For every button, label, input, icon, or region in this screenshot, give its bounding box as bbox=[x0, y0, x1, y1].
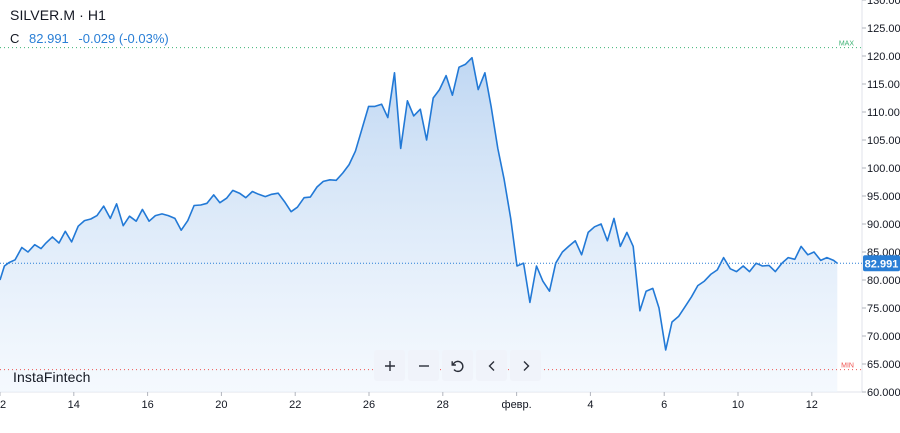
ohlc-row: C 82.991 -0.029 (-0.03%) bbox=[10, 31, 169, 46]
x-tick-label: 10 bbox=[732, 399, 744, 411]
chart-navigation-toolbar bbox=[374, 350, 541, 382]
y-tick-label: 90.000 bbox=[867, 219, 900, 231]
y-tick-label: 100.000 bbox=[867, 163, 900, 175]
symbol-title: SILVER.M · H1 bbox=[10, 7, 106, 23]
y-tick-label: 105.000 bbox=[867, 135, 900, 147]
y-tick-label: 120.000 bbox=[867, 51, 900, 63]
price-area bbox=[0, 57, 838, 392]
reset-icon bbox=[451, 360, 463, 372]
chevron-left-icon bbox=[488, 360, 494, 371]
change-value: -0.029 (-0.03%) bbox=[78, 31, 169, 46]
price-line bbox=[0, 56, 838, 351]
x-tick-label: 12 bbox=[806, 399, 818, 411]
y-tick-label: 80.000 bbox=[867, 275, 900, 287]
last-price-badge bbox=[863, 255, 900, 272]
x-tick-label: февр. bbox=[502, 399, 532, 411]
x-tick-label: 6 bbox=[661, 399, 667, 411]
y-tick-label: 125.000 bbox=[867, 23, 900, 35]
x-tick-label: 22 bbox=[289, 399, 301, 411]
min-label: MIN bbox=[841, 363, 854, 370]
x-tick-label: 16 bbox=[141, 399, 153, 411]
x-tick-label: 26 bbox=[363, 399, 375, 411]
y-tick-label: 115.000 bbox=[867, 79, 900, 91]
close-label: C bbox=[10, 31, 20, 46]
y-tick-label: 60.000 bbox=[867, 387, 900, 399]
zoom-in-button[interactable] bbox=[374, 350, 405, 381]
max-label: MAX bbox=[839, 41, 855, 48]
chart-legend: SILVER.M · H1 C 82.991 -0.029 (-0.03%) bbox=[10, 7, 169, 46]
x-tick-label: 14 bbox=[68, 399, 80, 411]
chevron-right-icon bbox=[523, 360, 529, 371]
y-tick-label: 110.000 bbox=[867, 107, 900, 119]
y-tick-label: 95.000 bbox=[867, 191, 900, 203]
zoom-out-button[interactable] bbox=[408, 350, 439, 381]
plus-icon bbox=[384, 360, 395, 371]
y-tick-label: 70.000 bbox=[867, 331, 900, 343]
x-tick-label: 20 bbox=[215, 399, 227, 411]
reset-button[interactable] bbox=[442, 350, 473, 381]
y-tick-label: 130.000 bbox=[867, 0, 900, 7]
scroll-left-button[interactable] bbox=[476, 350, 507, 381]
y-tick-label: 75.000 bbox=[867, 303, 900, 315]
scroll-right-button[interactable] bbox=[510, 350, 541, 381]
y-tick-label: 65.000 bbox=[867, 359, 900, 371]
x-tick-label: 12 bbox=[0, 399, 6, 411]
x-tick-label: 4 bbox=[587, 399, 593, 411]
x-tick-label: 28 bbox=[437, 399, 449, 411]
minus-icon bbox=[418, 364, 429, 367]
close-value: 82.991 bbox=[29, 31, 69, 46]
last-price-label: 82.991 bbox=[865, 258, 899, 270]
watermark-logo: InstaFintech bbox=[13, 369, 91, 385]
